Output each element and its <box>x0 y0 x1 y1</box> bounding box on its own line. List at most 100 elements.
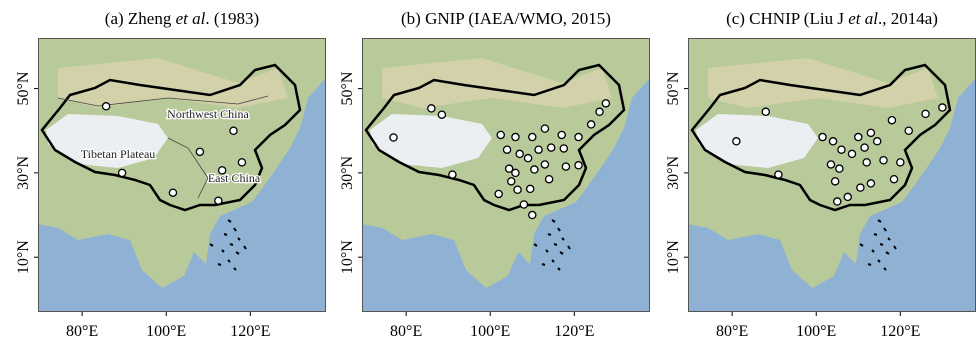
station <box>545 176 552 183</box>
y-tick-label: 10°N <box>15 240 32 274</box>
station <box>541 125 548 132</box>
station <box>888 117 895 124</box>
x-tick-label: 100°E <box>796 323 836 340</box>
station <box>890 176 897 183</box>
station <box>829 138 836 145</box>
map-area <box>688 38 976 312</box>
x-tick-label: 120°E <box>880 323 920 340</box>
x-tick-label: 120°E <box>554 323 594 340</box>
station <box>514 186 521 193</box>
y-tick-label: 30°N <box>339 155 356 189</box>
station <box>390 134 397 141</box>
station <box>531 166 538 173</box>
station <box>844 193 851 200</box>
station <box>512 169 519 176</box>
x-tick-label: 80°E <box>716 323 748 340</box>
station <box>848 150 855 157</box>
station <box>874 138 881 145</box>
station <box>535 146 542 153</box>
x-tick-label: 120°E <box>230 323 270 340</box>
station <box>497 131 504 138</box>
station <box>596 108 603 115</box>
station <box>733 138 740 145</box>
station <box>762 108 769 115</box>
page: {"chart_data": {"type": "map", "xlim": [… <box>0 0 976 342</box>
station <box>541 161 548 168</box>
station <box>512 133 519 140</box>
station <box>428 105 435 112</box>
station <box>775 171 782 178</box>
station <box>562 163 569 170</box>
station <box>118 169 125 176</box>
title-part: (b) GNIP (IAEA/WMO, 2015) <box>401 9 611 28</box>
station <box>449 171 456 178</box>
station <box>524 155 531 162</box>
station <box>527 185 534 192</box>
basemap <box>362 38 650 312</box>
station <box>503 146 510 153</box>
station <box>230 127 237 134</box>
basemap <box>38 38 326 312</box>
title-part: ., 2014a) <box>878 9 938 28</box>
station <box>827 161 834 168</box>
y-tick-label: 50°N <box>339 71 356 105</box>
map-panel: Northwest China Tibetan Plateau East China… <box>15 9 326 340</box>
map-panel: (c) CHNIP (Liu J et al., 2014a) 80°E 100°E… <box>665 9 976 340</box>
y-tick-label: 50°N <box>665 71 682 105</box>
station <box>867 180 874 187</box>
station <box>602 100 609 107</box>
station <box>857 184 864 191</box>
station <box>196 148 203 155</box>
station <box>922 110 929 117</box>
title-part: (a) Zheng <box>105 9 176 28</box>
station <box>560 145 567 152</box>
station <box>861 144 868 151</box>
station <box>215 197 222 204</box>
station <box>939 104 946 111</box>
figure: Northwest China Tibetan Plateau East China… <box>0 0 976 342</box>
station <box>508 178 515 185</box>
y-tick-label: 50°N <box>15 71 32 105</box>
title-part: (c) CHNIP (Liu J <box>726 9 848 28</box>
station <box>838 146 845 153</box>
station <box>880 157 887 164</box>
station <box>836 165 843 172</box>
station <box>575 162 582 169</box>
station <box>516 150 523 157</box>
station <box>855 133 862 140</box>
station <box>863 159 870 166</box>
station <box>575 133 582 140</box>
station <box>558 131 565 138</box>
region-label: Northwest China <box>167 107 249 121</box>
x-tick-label: 100°E <box>470 323 510 340</box>
station <box>905 127 912 134</box>
y-tick-label: 10°N <box>665 240 682 274</box>
basemap <box>688 38 976 312</box>
title-part: . (1983) <box>205 9 259 28</box>
title-part: et al <box>176 9 206 28</box>
title-part: et al <box>848 9 878 28</box>
station <box>529 133 536 140</box>
station <box>238 159 245 166</box>
x-tick-label: 100°E <box>146 323 186 340</box>
map-area <box>362 38 650 312</box>
x-tick-label: 80°E <box>390 323 422 340</box>
region-label: East China <box>208 171 261 185</box>
y-tick-label: 30°N <box>15 155 32 189</box>
region-label: Tibetan Plateau <box>81 147 156 161</box>
station <box>832 178 839 185</box>
station <box>819 133 826 140</box>
station <box>529 211 536 218</box>
panel-title: (c) CHNIP (Liu J et al., 2014a) <box>726 9 938 28</box>
station <box>834 198 841 205</box>
station <box>897 159 904 166</box>
station <box>495 190 502 197</box>
station <box>588 121 595 128</box>
map-panel: (b) GNIP (IAEA/WMO, 2015) 80°E 100°E 120°E 1… <box>339 9 650 340</box>
y-tick-label: 30°N <box>665 155 682 189</box>
station <box>520 201 527 208</box>
panel-title: (a) Zheng et al. (1983) <box>105 9 259 28</box>
y-tick-label: 10°N <box>339 240 356 274</box>
station <box>219 167 226 174</box>
station <box>438 111 445 118</box>
